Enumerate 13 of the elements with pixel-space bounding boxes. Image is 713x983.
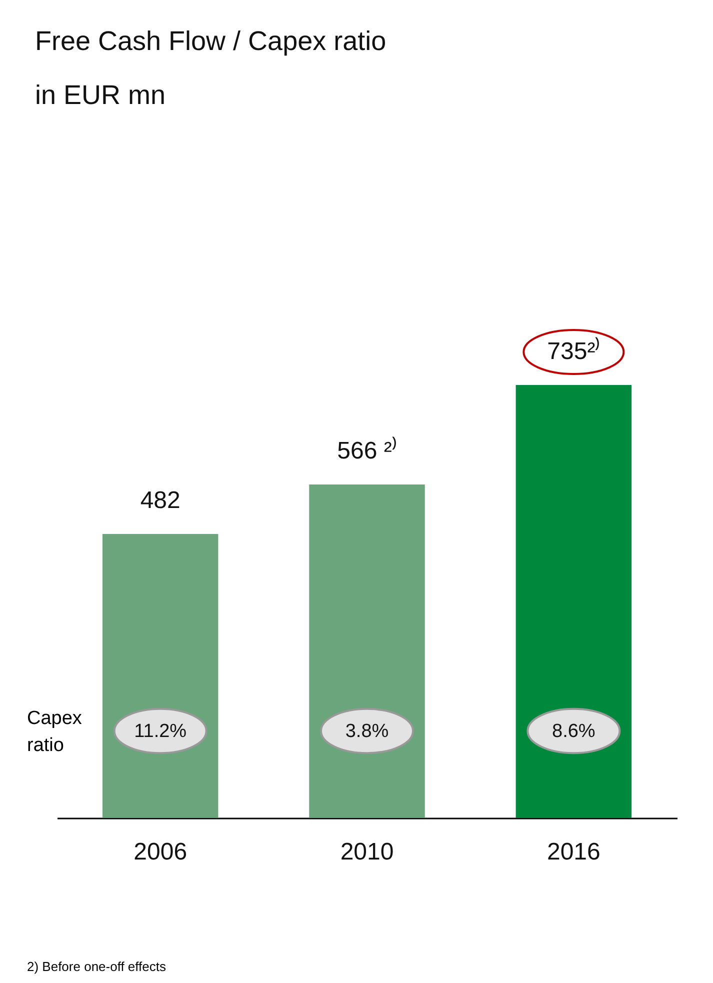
data-label: 735²⁾ [547, 337, 600, 365]
annotation: 11.2% [134, 721, 187, 742]
x-tick-label: 2016 [546, 838, 600, 866]
text: 2) Before one-off effects [27, 959, 166, 974]
data-label: 482 [140, 487, 180, 514]
x-tick-label: 2010 [340, 838, 394, 866]
annotation: 3.8% [345, 721, 389, 742]
chart-subtitle: in EUR mn [35, 80, 166, 111]
chart-title: Free Cash Flow / Capex ratio [35, 26, 386, 57]
x-tick-label: 2006 [134, 838, 188, 866]
data-label: 566 ²⁾ [337, 436, 397, 465]
annotation: 8.6% [552, 721, 596, 742]
annotation: Capex ratio [27, 707, 83, 758]
